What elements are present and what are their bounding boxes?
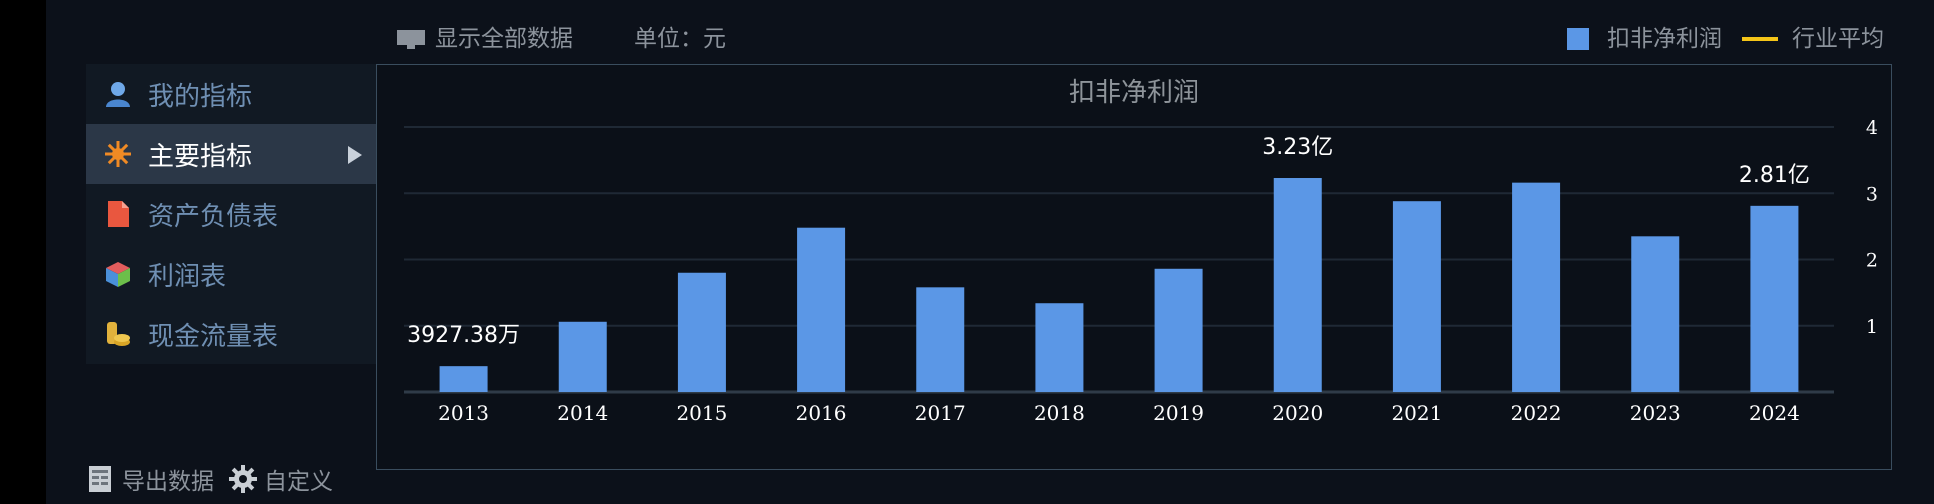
bar-2017[interactable]	[916, 287, 965, 392]
bar-2024[interactable]	[1750, 205, 1799, 392]
legend-item-net-profit[interactable]: 扣非净利润	[1607, 26, 1722, 52]
bottom-toolbar: 导出数据 自定义	[86, 462, 347, 496]
chevron-right-icon	[348, 146, 362, 164]
document-icon	[108, 201, 129, 227]
export-data-button[interactable]: 导出数据	[86, 462, 214, 496]
data-labels: 3927.38万 3.23亿 2.81亿	[407, 135, 1810, 348]
sidebar-item-label: 主要指标	[148, 141, 253, 172]
sidebar-item-label: 现金流量表	[148, 321, 279, 352]
x-tick-label: 2014	[557, 401, 608, 425]
x-tick-label: 2015	[676, 401, 727, 425]
sidebar-item-cash-flow[interactable]: 现金流量表	[86, 304, 376, 364]
bar-2016[interactable]	[797, 227, 846, 392]
data-label: 2.81亿	[1739, 163, 1810, 188]
legend-item-industry-average[interactable]: 行业平均	[1792, 26, 1884, 52]
x-tick-label: 2016	[796, 401, 847, 425]
sidebar-item-label: 我的指标	[148, 81, 253, 112]
show-all-data-toggle[interactable]: 显示全部数据	[397, 24, 573, 54]
bar-2020[interactable]	[1273, 178, 1322, 392]
x-tick-label: 2021	[1391, 401, 1442, 425]
x-tick-label: 2013	[438, 401, 489, 425]
sidebar-item-my-indicators[interactable]: 我的指标	[86, 64, 376, 124]
bar-2023[interactable]	[1631, 236, 1680, 392]
y-tick-label: 1	[1866, 316, 1878, 338]
chart-title: 扣非净利润	[1069, 78, 1199, 108]
y-tick-label: 4	[1866, 117, 1878, 139]
x-tick-label: 2023	[1630, 401, 1681, 425]
x-tick-label: 2019	[1153, 401, 1204, 425]
x-tick-label: 2020	[1272, 401, 1323, 425]
y-tick-label: 2	[1866, 250, 1878, 272]
y-tick-label: 3	[1866, 183, 1878, 205]
data-label: 3927.38万	[407, 323, 520, 348]
monitor-icon	[397, 29, 425, 49]
sidebar: 我的指标 主要指标 资产负债表 利润表	[86, 64, 376, 364]
star-burst-icon	[105, 141, 131, 167]
legend-line-swatch	[1742, 37, 1778, 41]
coins-icon	[107, 322, 130, 346]
sidebar-item-income-statement[interactable]: 利润表	[86, 244, 376, 304]
bar-2018[interactable]	[1035, 303, 1084, 392]
x-tick-label: 2022	[1511, 401, 1562, 425]
spreadsheet-export-icon	[89, 466, 111, 492]
bar-2022[interactable]	[1512, 182, 1561, 392]
x-tick-label: 2017	[915, 401, 966, 425]
bar-2019[interactable]	[1154, 268, 1203, 392]
y-axis-ticks: 1 2 3 4	[1866, 117, 1878, 338]
data-label: 3.23亿	[1262, 135, 1333, 160]
bar-2013[interactable]	[439, 366, 488, 392]
chart-legend: 扣非净利润 行业平均	[1567, 24, 1884, 54]
bar-2015[interactable]	[677, 272, 726, 392]
legend-bar-swatch	[1567, 28, 1589, 50]
sidebar-item-balance-sheet[interactable]: 资产负债表	[86, 184, 376, 244]
x-tick-label: 2018	[1034, 401, 1085, 425]
x-tick-label: 2024	[1749, 401, 1800, 425]
sidebar-item-label: 利润表	[148, 261, 227, 292]
unit-label: 单位：元	[634, 26, 726, 52]
customize-button[interactable]: 自定义	[228, 462, 333, 496]
bar-chart: 扣非净利润 2013 2014 2015 2016 2017 2018 2019 2020 20…	[404, 78, 1878, 425]
grid-lines	[404, 126, 1834, 394]
x-axis-ticks: 2013 2014 2015 2016 2017 2018 2019 2020 2021 2022…	[438, 401, 1800, 425]
bar-2014[interactable]	[558, 321, 607, 392]
cube-icon	[106, 262, 130, 287]
user-icon	[106, 82, 130, 107]
show-all-data-label: 显示全部数据	[435, 26, 573, 52]
bar-2021[interactable]	[1392, 201, 1441, 392]
export-data-label: 导出数据	[122, 469, 214, 495]
gear-icon	[229, 465, 257, 493]
bar-series	[439, 178, 1799, 392]
sidebar-item-main-indicators[interactable]: 主要指标	[86, 124, 376, 184]
customize-label: 自定义	[264, 469, 333, 495]
sidebar-item-label: 资产负债表	[148, 201, 279, 232]
